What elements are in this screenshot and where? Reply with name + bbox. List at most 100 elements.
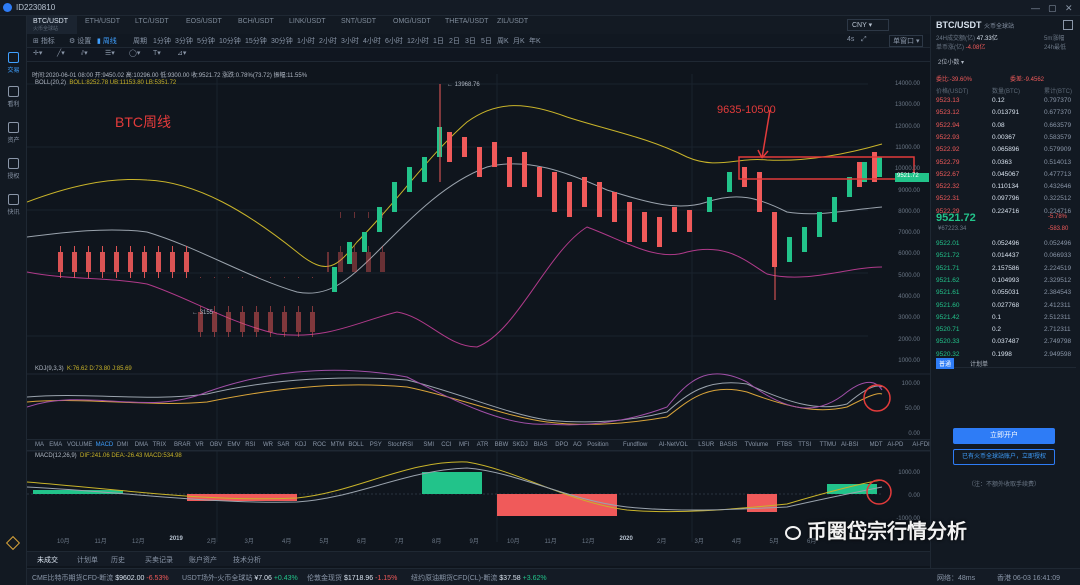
ob-price[interactable]: 9521.62 [936, 276, 960, 284]
interval-option[interactable]: 5日 [481, 38, 492, 45]
indicator-tab[interactable]: SAR [277, 442, 290, 448]
indicator-tab[interactable]: OBV [209, 442, 223, 448]
ob-price[interactable]: 9522.01 [936, 240, 960, 247]
ob-price[interactable]: 9521.71 [936, 264, 960, 272]
depth-select[interactable]: 2位小数 ▾ [938, 60, 965, 66]
tab-history[interactable]: 历史 [111, 557, 125, 564]
ticker-item[interactable]: 纽约原油期货CFD(CL)-断流 $37.58 +3.62% [411, 575, 547, 582]
indicator-tab[interactable]: BRAR [174, 442, 191, 448]
indicator-tab[interactable]: EMA [49, 442, 63, 448]
nav-assets[interactable]: 资产 [0, 122, 27, 144]
indicator-tab[interactable]: ROC [312, 442, 327, 448]
indicators-button[interactable]: ⊞ 指标 [33, 38, 55, 45]
tab-link-usdt[interactable]: LINK/USDT [289, 18, 326, 25]
interval-option[interactable]: 2小时 [319, 38, 337, 45]
ob-price[interactable]: 9522.32 [936, 183, 960, 191]
interval-option[interactable]: 4小时 [363, 38, 381, 45]
ob-price[interactable]: 9521.60 [936, 301, 960, 309]
tab-ltc-usdt[interactable]: LTC/USDT [135, 18, 169, 25]
indicator-tab[interactable]: ATR [476, 442, 489, 448]
indicator-tab[interactable]: MA [35, 442, 44, 448]
interval-option[interactable]: 1分钟 [153, 38, 171, 45]
nav-quotes[interactable]: 看利 [0, 86, 27, 108]
minimize-icon[interactable]: — [1031, 3, 1040, 13]
indicator-tab[interactable]: DPO [555, 442, 569, 448]
indicator-tab[interactable]: BASIS [719, 442, 738, 448]
interval-option[interactable]: 3日 [465, 38, 476, 45]
indicator-tab[interactable]: LSUR [698, 442, 715, 448]
settings-button[interactable]: ⚙ 设置 [69, 38, 92, 45]
indicator-tab[interactable]: SKDJ [512, 442, 528, 448]
indicator-tab[interactable]: AI-BSI [841, 442, 859, 448]
shape-tool-icon[interactable]: ◯▾ [129, 50, 141, 57]
indicator-tab[interactable]: EMV [227, 442, 241, 448]
indicator-tab[interactable]: MFI [459, 442, 470, 448]
tab-open-orders[interactable]: 未成交 [37, 557, 58, 564]
indicator-tab[interactable]: BIAS [533, 442, 548, 448]
nav-news[interactable]: 快讯 [0, 194, 27, 216]
weekline-button[interactable]: ▮ 周线 [97, 38, 117, 45]
tab-snt-usdt[interactable]: SNT/USDT [341, 18, 376, 25]
tab-assets[interactable]: 账户资产 [189, 557, 217, 564]
chart-area[interactable]: 时间:2020-06-01 08:00 开:9450.02 高:10296.00… [27, 62, 930, 572]
vip-icon[interactable] [5, 535, 21, 551]
ticker-item[interactable]: 伦敦金现货 $1718.96 -1.15% [307, 575, 398, 582]
ob-price[interactable]: 9522.79 [936, 158, 960, 166]
ob-price[interactable]: 9522.94 [936, 121, 960, 129]
ob-price[interactable]: 9522.67 [936, 170, 960, 178]
indicator-tab[interactable]: SMI [423, 442, 435, 448]
indicator-tab[interactable]: PSY [369, 442, 382, 448]
tab-plan-orders[interactable]: 计划单 [77, 557, 98, 564]
ob-price[interactable]: 9522.93 [936, 133, 960, 141]
ob-price[interactable]: 9521.42 [936, 313, 960, 321]
interval-option[interactable]: 1日 [433, 38, 444, 45]
indicator-tab[interactable]: BOLL [348, 442, 364, 448]
interval-option[interactable]: 月K [513, 38, 525, 45]
indicator-tab[interactable]: Fundflow [623, 442, 648, 448]
tab-omg-usdt[interactable]: OMG/USDT [393, 18, 431, 25]
tab-theta-usdt[interactable]: THETA/USDT [445, 18, 489, 25]
more-icon[interactable] [1063, 20, 1073, 30]
indicator-tab[interactable]: VR [195, 442, 204, 448]
authorize-button[interactable]: 已有火币全球站账户，立即授权 [953, 449, 1055, 465]
ob-price[interactable]: 9523.13 [936, 97, 960, 104]
tab-analysis[interactable]: 技术分析 [233, 557, 261, 564]
interval-option[interactable]: 3小时 [341, 38, 359, 45]
interval-option[interactable]: 周K [497, 38, 509, 45]
channel-tool-icon[interactable]: ⫽▾ [81, 50, 88, 57]
currency-select[interactable]: CNY ▾ [847, 19, 889, 31]
indicator-tab[interactable]: AI-FDI [912, 442, 930, 448]
indicator-tab[interactable]: AO [573, 442, 582, 448]
interval-option[interactable]: 年K [529, 38, 541, 45]
tab-bch-usdt[interactable]: BCH/USDT [238, 18, 274, 25]
nav-trade[interactable]: 交易 [0, 52, 27, 74]
indicator-tab[interactable]: TVolume [744, 442, 769, 448]
fib-tool-icon[interactable]: ☰▾ [105, 50, 115, 57]
indicator-tab[interactable]: AI-PD [887, 442, 904, 448]
indicator-tab[interactable]: FTBS [776, 442, 793, 448]
ob-price[interactable]: 9522.92 [936, 146, 960, 154]
crosshair-icon[interactable]: ✛▾ [33, 50, 43, 57]
line-tool-icon[interactable]: ╱▾ [57, 50, 65, 57]
tab-btc-usdt[interactable]: BTC/USDT 火币全球站 [27, 16, 77, 34]
indicator-tab[interactable]: DMI [117, 442, 128, 448]
tab-zil-usdt[interactable]: ZIL/USDT [497, 18, 529, 25]
ob-price[interactable]: 9522.29 [936, 207, 960, 215]
indicator-tab[interactable]: WR [263, 442, 273, 448]
indicator-tab[interactable]: DMA [134, 442, 149, 448]
interval-option[interactable]: 2日 [449, 38, 460, 45]
interval-option[interactable]: 6小时 [385, 38, 403, 45]
ob-price[interactable]: 9520.33 [936, 338, 960, 346]
tab-normal-order[interactable]: 普通 [936, 358, 955, 369]
text-tool-icon[interactable]: T▾ [153, 50, 161, 57]
indicator-tab[interactable]: MACD [95, 442, 114, 448]
measure-tool-icon[interactable]: ⊿▾ [177, 50, 187, 57]
open-account-button[interactable]: 立即开户 [953, 428, 1055, 444]
interval-option[interactable]: 5分钟 [197, 38, 215, 45]
ob-price[interactable]: 9520.71 [936, 326, 960, 334]
indicator-tab[interactable]: AI-NetVOL [658, 442, 688, 448]
close-icon[interactable]: ✕ [1065, 3, 1073, 13]
ob-price[interactable]: 9520.32 [936, 350, 960, 358]
ticker-item[interactable]: CME比特币期货CFD-断流 $9602.00 -6.53% [32, 575, 169, 582]
interval-option[interactable]: 10分钟 [219, 38, 241, 45]
